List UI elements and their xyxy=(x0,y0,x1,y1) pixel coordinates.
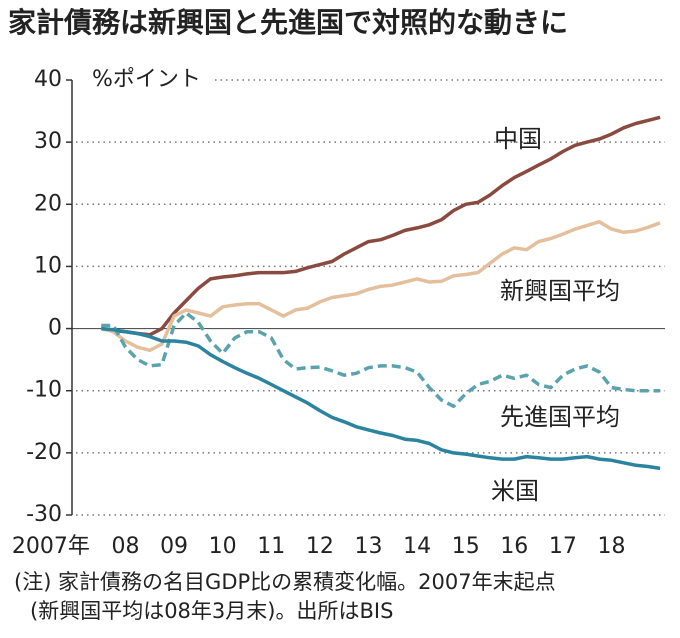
y-tick-label: 40 xyxy=(34,67,62,92)
x-tick-label: 08 xyxy=(111,534,139,559)
x-tick-label: 14 xyxy=(403,534,431,559)
series-label: 中国 xyxy=(494,125,542,153)
y-tick-label: -30 xyxy=(26,502,62,527)
series-label: 先進国平均 xyxy=(500,403,620,431)
y-tick-label: 10 xyxy=(34,253,62,278)
x-tick-label: 2007年 xyxy=(12,534,90,559)
note: (新興国平均は08年3月末)。出所はBIS xyxy=(30,599,393,623)
chart-title: 家計債務は新興国と先進国で対照的な動きに xyxy=(8,6,568,39)
y-unit: %ポイント xyxy=(92,67,201,92)
series-label: 米国 xyxy=(491,477,539,505)
x-tick-label: 09 xyxy=(160,534,188,559)
x-tick-label: 17 xyxy=(549,534,577,559)
x-tick-label: 18 xyxy=(598,534,626,559)
x-tick-label: 13 xyxy=(355,534,383,559)
x-tick-label: 10 xyxy=(209,534,237,559)
y-tick-label: 20 xyxy=(34,191,62,216)
note: (注) 家計債務の名目GDP比の累積変化幅。2007年末起点 xyxy=(14,570,556,594)
x-tick-label: 11 xyxy=(257,534,285,559)
series-line xyxy=(100,115,661,337)
series-line xyxy=(101,326,661,471)
x-tick-label: 16 xyxy=(500,534,528,559)
series-label: 新興国平均 xyxy=(500,277,620,305)
y-tick-label: 0 xyxy=(48,316,62,341)
series-line xyxy=(100,219,661,353)
y-tick-label: -10 xyxy=(26,378,62,403)
series-line xyxy=(101,311,661,409)
y-tick-label: 30 xyxy=(34,129,62,154)
x-tick-label: 15 xyxy=(452,534,480,559)
x-tick-label: 12 xyxy=(306,534,334,559)
y-tick-label: -20 xyxy=(26,440,62,465)
